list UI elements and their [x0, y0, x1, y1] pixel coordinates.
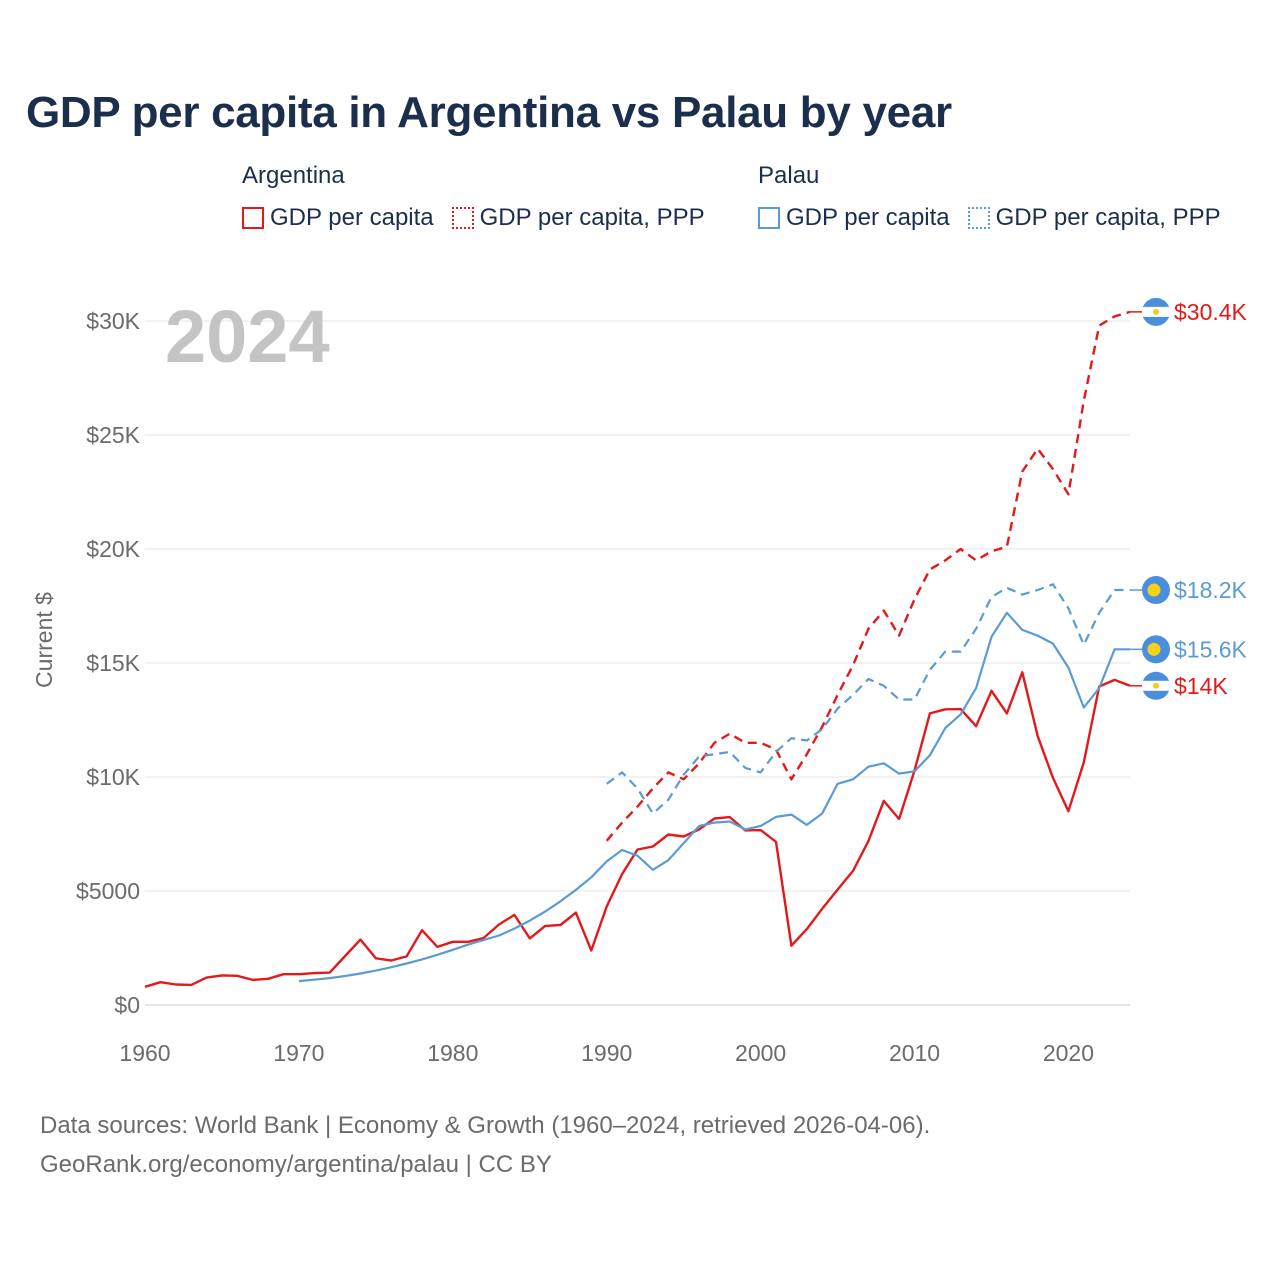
- flag-sun-icon: [1153, 308, 1159, 315]
- series-line: [605, 310, 1131, 842]
- series-line: [606, 583, 1130, 815]
- legend-item-palau-gdp[interactable]: GDP per capita: [758, 204, 950, 232]
- year-watermark: 2024: [165, 295, 330, 378]
- end-value-label: $15.6K: [1174, 636, 1248, 662]
- y-tick-label: $25K: [86, 422, 140, 448]
- y-tick-label: $20K: [86, 536, 140, 562]
- x-tick-label: 1980: [427, 1040, 478, 1066]
- legend-group-palau: Palau GDP per capita GDP per capita, PPP: [758, 162, 1221, 232]
- y-tick-label: $0: [114, 992, 140, 1018]
- legend-group-label: Palau: [758, 162, 820, 189]
- legend-item-label: GDP per capita: [786, 204, 950, 231]
- end-value-label: $30.4K: [1174, 299, 1248, 325]
- end-value-label: $18.2K: [1174, 577, 1248, 603]
- attribution-text: GeoRank.org/economy/argentina/palau | CC…: [40, 1151, 552, 1178]
- end-value-label: $14K: [1174, 673, 1228, 699]
- x-tick-label: 1960: [119, 1040, 170, 1066]
- x-tick-label: 2010: [889, 1040, 940, 1066]
- footer: Data sources: World Bank | Economy & Gro…: [40, 1106, 930, 1184]
- flag-moon-icon: [1147, 583, 1161, 597]
- legend-group-label: Argentina: [242, 162, 345, 189]
- x-tick-label: 1990: [581, 1040, 632, 1066]
- legend-swatch-dotted-blue: [967, 207, 990, 229]
- flag-moon-icon: [1147, 642, 1161, 656]
- y-tick-label: $30K: [86, 308, 140, 334]
- legend-item-label: GDP per capita, PPP: [479, 204, 705, 231]
- y-axis-title: Current $: [31, 592, 57, 688]
- series-line: [144, 671, 1131, 988]
- x-tick-label: 2000: [735, 1040, 786, 1066]
- flag-sun-icon: [1153, 682, 1159, 689]
- y-tick-label: $15K: [86, 650, 140, 676]
- legend-group-argentina: Argentina GDP per capita GDP per capita,…: [242, 162, 705, 232]
- legend-item-argentina-gdp[interactable]: GDP per capita: [242, 204, 434, 232]
- data-source-text: Data sources: World Bank | Economy & Gro…: [40, 1112, 931, 1139]
- legend-item-label: GDP per capita, PPP: [995, 204, 1221, 231]
- legend-swatch-solid-blue: [758, 207, 780, 229]
- legend-swatch-solid-red: [242, 207, 264, 229]
- series-line: [298, 611, 1130, 983]
- legend-item-palau-gdp-ppp[interactable]: GDP per capita, PPP: [967, 204, 1221, 232]
- legend-item-argentina-gdp-ppp[interactable]: GDP per capita, PPP: [451, 204, 705, 232]
- y-tick-label: $5000: [76, 878, 140, 904]
- y-tick-label: $10K: [86, 764, 140, 790]
- legend-item-label: GDP per capita: [270, 204, 434, 231]
- chart-title: GDP per capita in Argentina vs Palau by …: [26, 88, 952, 137]
- x-tick-label: 1970: [273, 1040, 324, 1066]
- x-tick-label: 2020: [1043, 1040, 1094, 1066]
- legend-swatch-dotted-red: [451, 207, 474, 229]
